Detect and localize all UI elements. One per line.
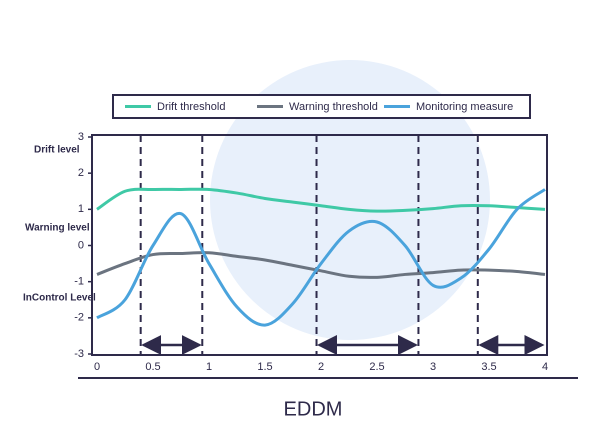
y-tick-label: 3 [78,131,84,143]
y-tick-label: 0 [78,239,84,251]
series-line [96,187,546,213]
x-tick-label: 1 [206,361,212,373]
x-tick-label: 2 [318,361,324,373]
annotation: Warning level [25,223,90,234]
y-tick-label: 2 [78,167,84,179]
y-tick-label: -1 [74,276,84,288]
x-tick-label: 4 [542,361,548,373]
annotation: InControl Level [23,293,96,304]
x-tick-label: 3 [430,361,436,373]
x-tick-label: 2.5 [369,361,384,373]
y-tick-label: -3 [74,348,84,360]
legend-box [112,94,531,119]
y-tick-label: 1 [78,203,84,215]
legend-label: Monitoring measure [416,101,513,113]
x-tick-label: 0 [94,361,100,373]
y-tick-label: -2 [74,312,84,324]
chart-title: EDDM [284,398,343,420]
series-line [96,188,546,327]
x-tick-label: 3.5 [481,361,496,373]
legend-label: Warning threshold [289,101,378,113]
legend-label: Drift threshold [157,101,225,113]
annotation: Drift level [34,145,80,156]
x-tick-label: 0.5 [145,361,160,373]
x-tick-label: 1.5 [257,361,272,373]
